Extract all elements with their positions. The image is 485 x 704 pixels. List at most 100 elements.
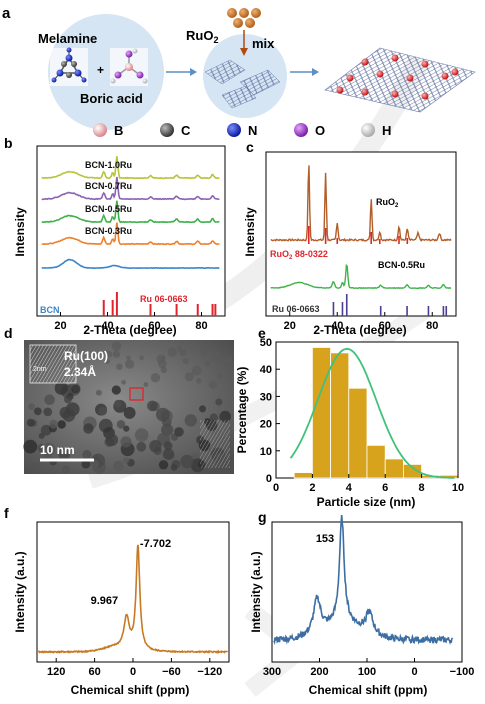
nanoparticle (200, 348, 209, 356)
nanoparticle (83, 423, 94, 434)
melamine-label: Melamine (38, 31, 97, 46)
x-tick-label: 60 (379, 320, 391, 332)
nanoparticle (184, 372, 194, 382)
x-tick-label: −100 (450, 666, 475, 678)
nanoparticle (90, 459, 99, 469)
legend-label-o: O (315, 123, 325, 138)
nanoparticle (143, 382, 149, 387)
precursor-circle (48, 14, 164, 130)
histogram-bar (348, 387, 368, 479)
legend-atom-b-icon (93, 123, 107, 137)
xrd-c-xlabel: 2-Theta (degree) (313, 323, 406, 337)
nanoparticle (43, 407, 53, 417)
nanoparticle (123, 457, 130, 464)
nanoparticle (156, 407, 170, 422)
xrd-series-bcn-1-0ru (41, 156, 220, 180)
panel-letter-b: b (4, 135, 13, 151)
legend-atom-h-icon (361, 123, 375, 137)
x-tick-label: 10 (452, 482, 464, 494)
nanoparticle (149, 440, 162, 453)
xrd-series-bcn-0-7ru (41, 176, 220, 201)
x-tick-label: 0 (411, 666, 417, 678)
x-tick-label: 20 (284, 320, 296, 332)
x-tick-label: 4 (346, 482, 353, 494)
panel-d: d Ru(100) 2.34Å 2nm 10 nm (4, 325, 234, 474)
xrd-b-plot-area (36, 145, 226, 317)
histogram-bar (402, 463, 422, 479)
nanoparticle (116, 363, 123, 370)
nanoparticle (147, 400, 158, 412)
legend-atom-o-icon (294, 123, 308, 137)
histogram-bar (293, 472, 313, 479)
histogram-ylabel: Percentage (%) (235, 367, 249, 454)
d-spacing-label: 2.34Å (64, 364, 96, 379)
nmr-g-chart: 153 300 200 100 0 −100 (263, 515, 475, 678)
nanoparticle (82, 449, 92, 460)
x-tick-label: 40 (101, 320, 113, 332)
nanoparticle (26, 418, 35, 427)
panel-letter-g: g (258, 509, 267, 525)
nanoparticle (49, 419, 58, 429)
panel-b: b BCN-1.0RuBCN-0.7RuBCN-0.5RuBCN-0.3RuBC… (4, 135, 226, 337)
xrd-b-ylabel: Intensity (13, 207, 27, 257)
panel-letter-c: c (246, 139, 254, 155)
mix-label: mix (252, 36, 275, 51)
nanoparticle (219, 410, 231, 423)
xrd-b-xlabel: 2-Theta (degree) (83, 323, 176, 337)
nanoparticle (160, 366, 168, 374)
series-label: BCN-0.5Ru (85, 204, 132, 214)
nanoparticle (174, 427, 184, 437)
ru-bcn-product (324, 47, 476, 113)
xrd-series-bcn-0-3ru (41, 222, 220, 246)
nanoparticle (184, 414, 197, 427)
lattice-region (200, 420, 230, 468)
nanoparticle (162, 448, 175, 460)
histogram-bar (366, 444, 386, 479)
x-tick-label: −60 (162, 666, 181, 678)
nanoparticle (139, 355, 144, 360)
ruo2-label: RuO2 (186, 28, 218, 45)
histogram-bar (311, 347, 331, 479)
nanoparticle (32, 462, 40, 470)
nanoparticle (177, 346, 183, 352)
ru-plane-label: Ru(100) (64, 349, 108, 363)
nanoparticle (134, 428, 149, 442)
nanoparticle (156, 354, 166, 364)
x-tick-label: 60 (88, 666, 100, 678)
nmr-g-xlabel: Chemical shift (ppm) (309, 683, 428, 697)
nanoparticle (23, 439, 38, 454)
nanoparticle (163, 441, 173, 451)
nanoparticle (170, 464, 178, 471)
nmr-f-ylabel: Intensity (a.u.) (13, 551, 27, 632)
y-tick-label: 30 (260, 391, 272, 403)
nanoparticle (182, 357, 189, 364)
xrd-b-chart: BCN-1.0Ru BCN-0.7Ru BCN-0.5Ru BCN-0.3Ru BCN R… (40, 156, 220, 332)
nanoparticle (196, 377, 202, 384)
nanoparticle (81, 459, 91, 469)
xrd-series-ruo2 (270, 165, 452, 242)
panel-c: c RuO2 RuO2 88-0322 BCN-0.5Ru Ru 06-0663 20 4… (243, 139, 457, 337)
nanoparticle (167, 347, 177, 357)
legend-label-h: H (382, 123, 391, 138)
nanoparticle (28, 403, 35, 410)
x-tick-label: 20 (54, 320, 66, 332)
legend-label-c: C (181, 123, 191, 138)
nmr-f-plot-area (36, 521, 230, 663)
nmr-g-ylabel: Intensity (a.u.) (249, 551, 263, 632)
series-label: BCN-1.0Ru (85, 160, 132, 170)
panel-letter-e: e (258, 325, 266, 341)
legend-label-n: N (248, 123, 257, 138)
x-tick-label: 0 (130, 666, 136, 678)
nanoparticle (37, 443, 46, 452)
x-tick-label: 300 (263, 666, 281, 678)
particle-size-histogram: 0 10 20 30 40 50 0 2 4 6 8 10 (260, 337, 464, 494)
ruo2-particles (227, 8, 261, 28)
series-label-bcn-0-5ru: BCN-0.5Ru (378, 260, 425, 270)
nanoparticle (123, 406, 136, 419)
nanoparticle (112, 350, 121, 358)
xrd-c-plot-area (265, 151, 457, 317)
legend-atom-n-icon (227, 123, 241, 137)
panel-a: a Melamine Boric acid + (2, 5, 476, 138)
series-label: BCN-0.3Ru (85, 226, 132, 236)
